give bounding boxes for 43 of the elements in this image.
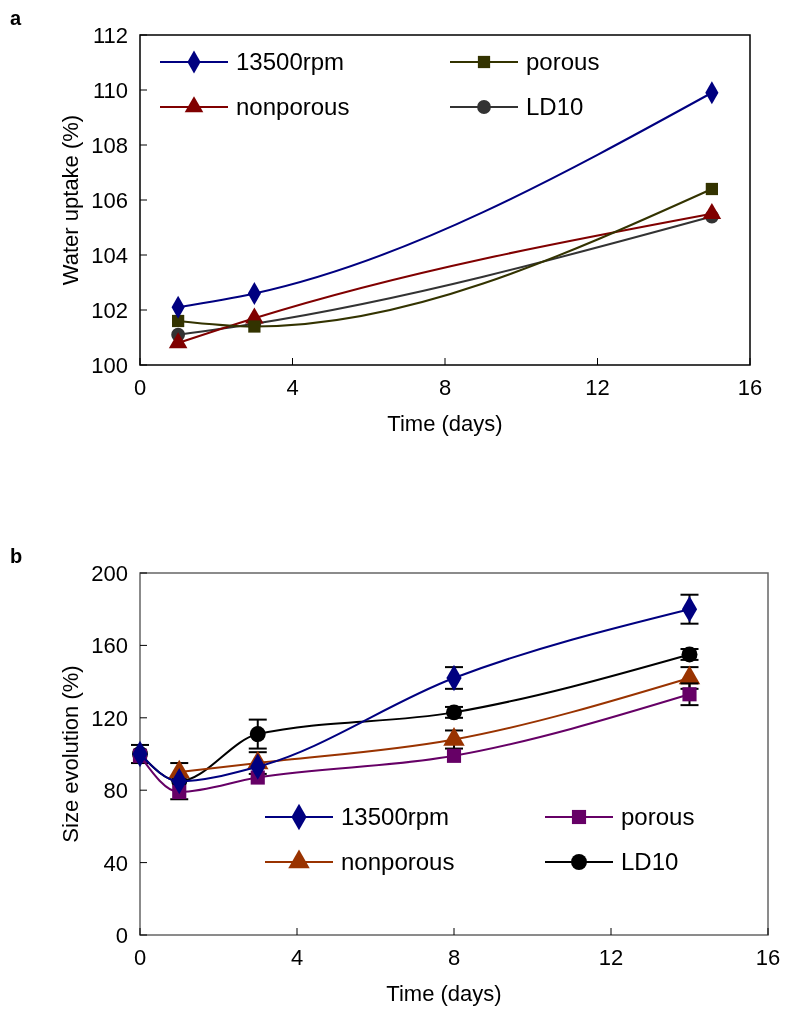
x-axis-title: Time (days) [386, 981, 502, 1006]
x-tick-label: 12 [585, 375, 610, 400]
y-tick-label: 102 [91, 298, 128, 323]
text: b [10, 545, 23, 567]
point [249, 726, 266, 743]
y-axis-title: Size evolution (%) [58, 665, 83, 843]
y-tick-label: 112 [92, 23, 128, 48]
legend-label: 13500rpm [236, 48, 345, 75]
y-tick-label: 160 [91, 633, 128, 659]
y-tick-label: 104 [91, 243, 128, 268]
y-tick-label: 80 [103, 778, 128, 804]
y-tick-label: 200 [91, 561, 128, 586]
legend-label: porous [621, 803, 695, 830]
x-tick-label: 8 [438, 375, 452, 400]
point [172, 314, 185, 328]
legend-label: nonporous [236, 93, 350, 120]
point [248, 320, 261, 333]
text: a [10, 7, 22, 29]
legend-label: 13500rpm [341, 803, 450, 830]
y-tick-label: 120 [91, 705, 128, 731]
y-tick-label: 100 [91, 353, 128, 378]
legend-label: porous [526, 48, 600, 75]
x-tick-label: 0 [133, 375, 147, 400]
point [705, 182, 718, 196]
x-tick-label: 12 [598, 945, 624, 970]
point [682, 687, 697, 702]
legend-label: nonporous [341, 848, 455, 875]
x-axis-title: Time (days) [387, 411, 503, 436]
legend-label: LD10 [526, 93, 584, 120]
point [446, 748, 462, 763]
y-axis-title: Water uptake (%) [58, 114, 83, 286]
x-tick-label: 16 [737, 375, 763, 400]
x-tick-label: 8 [447, 945, 461, 970]
x-tick-label: 0 [133, 945, 147, 970]
y-tick-label: 40 [103, 850, 128, 876]
y-tick-label: 110 [92, 78, 128, 103]
y-tick-label: 108 [91, 133, 128, 158]
x-tick-label: 4 [286, 375, 299, 400]
y-tick-label: 106 [91, 188, 128, 213]
x-tick-label: 4 [290, 945, 304, 970]
legend-label: LD10 [621, 848, 679, 875]
x-tick-label: 16 [755, 945, 781, 970]
y-tick-label: 0 [115, 923, 128, 948]
